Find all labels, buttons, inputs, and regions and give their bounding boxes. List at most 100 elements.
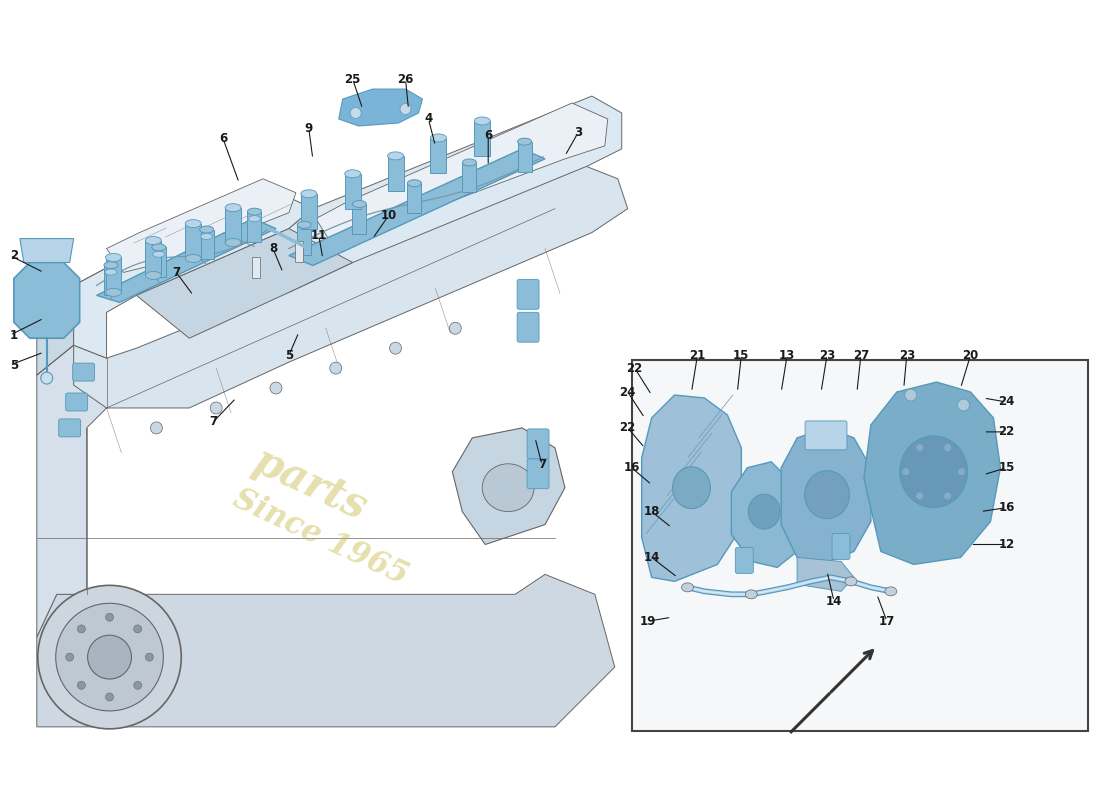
Polygon shape xyxy=(352,204,366,234)
Polygon shape xyxy=(387,156,404,190)
Polygon shape xyxy=(301,194,317,229)
FancyBboxPatch shape xyxy=(58,419,80,437)
Text: 14: 14 xyxy=(644,551,660,564)
Circle shape xyxy=(915,443,924,451)
Ellipse shape xyxy=(145,237,162,245)
Text: Since 1965: Since 1965 xyxy=(229,483,414,591)
Circle shape xyxy=(450,322,461,334)
Ellipse shape xyxy=(153,251,165,258)
Ellipse shape xyxy=(387,152,404,160)
Text: 22: 22 xyxy=(627,362,642,374)
Text: 5: 5 xyxy=(10,358,18,372)
Polygon shape xyxy=(36,574,615,727)
Polygon shape xyxy=(14,262,79,338)
Ellipse shape xyxy=(104,262,118,269)
Circle shape xyxy=(66,653,74,661)
Polygon shape xyxy=(136,229,353,338)
Ellipse shape xyxy=(682,583,693,592)
Ellipse shape xyxy=(900,436,968,508)
Text: 22: 22 xyxy=(999,426,1014,438)
Ellipse shape xyxy=(352,201,366,207)
Text: 24: 24 xyxy=(619,386,636,398)
Ellipse shape xyxy=(226,204,241,212)
Polygon shape xyxy=(226,208,241,242)
Polygon shape xyxy=(316,103,608,246)
Text: 9: 9 xyxy=(305,122,314,135)
Circle shape xyxy=(88,635,132,679)
Polygon shape xyxy=(430,138,447,173)
Text: 3: 3 xyxy=(574,126,582,139)
Polygon shape xyxy=(297,225,311,254)
Circle shape xyxy=(134,682,142,690)
Text: 7: 7 xyxy=(209,415,217,429)
Text: 7: 7 xyxy=(538,458,546,471)
Ellipse shape xyxy=(518,138,531,145)
Text: 8: 8 xyxy=(268,242,277,255)
Text: 27: 27 xyxy=(852,349,869,362)
FancyBboxPatch shape xyxy=(832,534,850,559)
Polygon shape xyxy=(74,193,312,358)
Polygon shape xyxy=(295,241,302,262)
Ellipse shape xyxy=(226,238,241,246)
Polygon shape xyxy=(798,558,854,591)
Ellipse shape xyxy=(199,226,213,233)
Ellipse shape xyxy=(200,234,212,239)
Polygon shape xyxy=(732,462,801,567)
FancyBboxPatch shape xyxy=(736,547,754,574)
Polygon shape xyxy=(185,224,201,258)
Text: 5: 5 xyxy=(285,349,293,362)
Text: 1: 1 xyxy=(10,329,18,342)
Ellipse shape xyxy=(746,590,757,599)
Polygon shape xyxy=(344,174,361,209)
Ellipse shape xyxy=(185,220,201,228)
Text: 15: 15 xyxy=(998,462,1014,474)
Ellipse shape xyxy=(344,170,361,178)
Ellipse shape xyxy=(407,180,421,186)
Circle shape xyxy=(389,342,402,354)
FancyBboxPatch shape xyxy=(517,312,539,342)
Circle shape xyxy=(902,468,910,476)
Polygon shape xyxy=(289,149,544,266)
Polygon shape xyxy=(97,218,276,302)
Circle shape xyxy=(400,103,411,114)
Polygon shape xyxy=(107,178,296,273)
Circle shape xyxy=(106,693,113,701)
Text: 7: 7 xyxy=(173,266,180,279)
Text: 10: 10 xyxy=(381,209,397,222)
Circle shape xyxy=(41,372,53,384)
Text: 16: 16 xyxy=(998,501,1014,514)
Text: 20: 20 xyxy=(962,349,979,362)
Polygon shape xyxy=(474,121,491,156)
Text: 12: 12 xyxy=(999,538,1014,551)
FancyBboxPatch shape xyxy=(73,363,95,381)
Ellipse shape xyxy=(249,216,261,222)
Ellipse shape xyxy=(145,271,162,279)
Circle shape xyxy=(330,362,342,374)
Text: 19: 19 xyxy=(639,614,656,628)
Circle shape xyxy=(77,625,86,633)
Text: 4: 4 xyxy=(425,113,432,126)
Ellipse shape xyxy=(248,208,262,215)
Polygon shape xyxy=(864,382,1000,565)
Circle shape xyxy=(958,399,969,411)
Circle shape xyxy=(944,492,952,500)
Text: parts: parts xyxy=(248,440,374,530)
Ellipse shape xyxy=(462,159,476,166)
Ellipse shape xyxy=(301,190,317,198)
Polygon shape xyxy=(104,265,118,295)
Circle shape xyxy=(944,443,952,451)
FancyBboxPatch shape xyxy=(527,429,549,458)
Polygon shape xyxy=(145,241,162,275)
FancyBboxPatch shape xyxy=(66,393,88,411)
Text: 24: 24 xyxy=(998,395,1014,409)
Polygon shape xyxy=(518,142,531,171)
Text: 23: 23 xyxy=(899,349,915,362)
Polygon shape xyxy=(20,238,74,262)
Circle shape xyxy=(915,492,924,500)
FancyBboxPatch shape xyxy=(631,360,1088,731)
Polygon shape xyxy=(252,257,260,278)
Polygon shape xyxy=(407,183,421,213)
Circle shape xyxy=(145,653,153,661)
Circle shape xyxy=(270,382,282,394)
Circle shape xyxy=(350,107,361,118)
